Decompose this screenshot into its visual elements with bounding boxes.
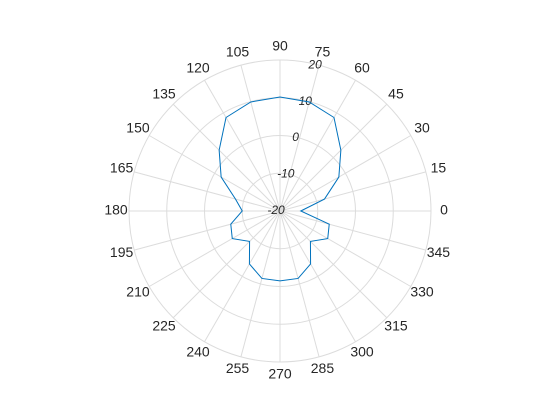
grid-spoke bbox=[279, 210, 412, 287]
theta-tick-label: 15 bbox=[431, 159, 447, 175]
grid-spoke bbox=[240, 65, 281, 212]
theta-tick-label: 60 bbox=[354, 60, 370, 76]
grid-spoke bbox=[240, 210, 281, 357]
theta-tick-label: 345 bbox=[427, 244, 451, 260]
theta-tick-label: 120 bbox=[186, 60, 210, 76]
theta-tick-label: 75 bbox=[315, 43, 331, 59]
grid-spoke bbox=[204, 210, 281, 343]
theta-tick-label: 45 bbox=[388, 86, 404, 102]
theta-tick-label: 240 bbox=[186, 344, 210, 360]
r-tick-label: -10 bbox=[277, 167, 295, 181]
grid-spoke bbox=[134, 210, 281, 251]
theta-tick-label: 300 bbox=[350, 344, 374, 360]
theta-tick-label: 30 bbox=[414, 120, 430, 136]
grid-spoke bbox=[148, 135, 281, 212]
grid-spoke bbox=[148, 210, 281, 287]
grid-spoke bbox=[279, 171, 426, 212]
r-tick-label: 10 bbox=[299, 94, 313, 108]
theta-tick-label: 270 bbox=[268, 366, 292, 382]
grid-spoke bbox=[134, 171, 281, 212]
grid-spoke bbox=[279, 135, 412, 212]
theta-tick-label: 180 bbox=[104, 202, 128, 218]
theta-tick-label: 285 bbox=[311, 360, 335, 376]
theta-tick-label: 225 bbox=[152, 318, 176, 334]
grid-spoke bbox=[172, 210, 281, 319]
r-tick-label: 0 bbox=[292, 130, 299, 144]
theta-tick-label: 150 bbox=[126, 120, 150, 136]
grid-spoke bbox=[279, 210, 320, 357]
theta-tick-label: 90 bbox=[272, 38, 288, 54]
grid-spoke bbox=[279, 210, 388, 319]
theta-tick-label: 105 bbox=[226, 43, 250, 59]
r-tick-label: 20 bbox=[307, 57, 322, 71]
r-tick-label: -20 bbox=[267, 203, 285, 217]
theta-tick-label: 135 bbox=[152, 86, 176, 102]
theta-tick-label: 165 bbox=[110, 159, 134, 175]
theta-tick-label: 210 bbox=[126, 284, 150, 300]
grid-spoke bbox=[279, 210, 426, 251]
grid-spoke bbox=[279, 210, 356, 343]
grid-spoke bbox=[279, 79, 356, 212]
theta-tick-label: 255 bbox=[226, 360, 250, 376]
theta-tick-label: 0 bbox=[440, 202, 448, 218]
theta-tick-label: 330 bbox=[410, 284, 434, 300]
grid-spoke bbox=[204, 79, 281, 212]
pattern-line bbox=[218, 96, 342, 282]
theta-tick-label: 315 bbox=[384, 318, 408, 334]
theta-tick-label: 195 bbox=[110, 244, 134, 260]
grid-spoke bbox=[172, 103, 281, 212]
grid-spoke bbox=[279, 103, 388, 212]
grid-spoke bbox=[279, 65, 320, 212]
